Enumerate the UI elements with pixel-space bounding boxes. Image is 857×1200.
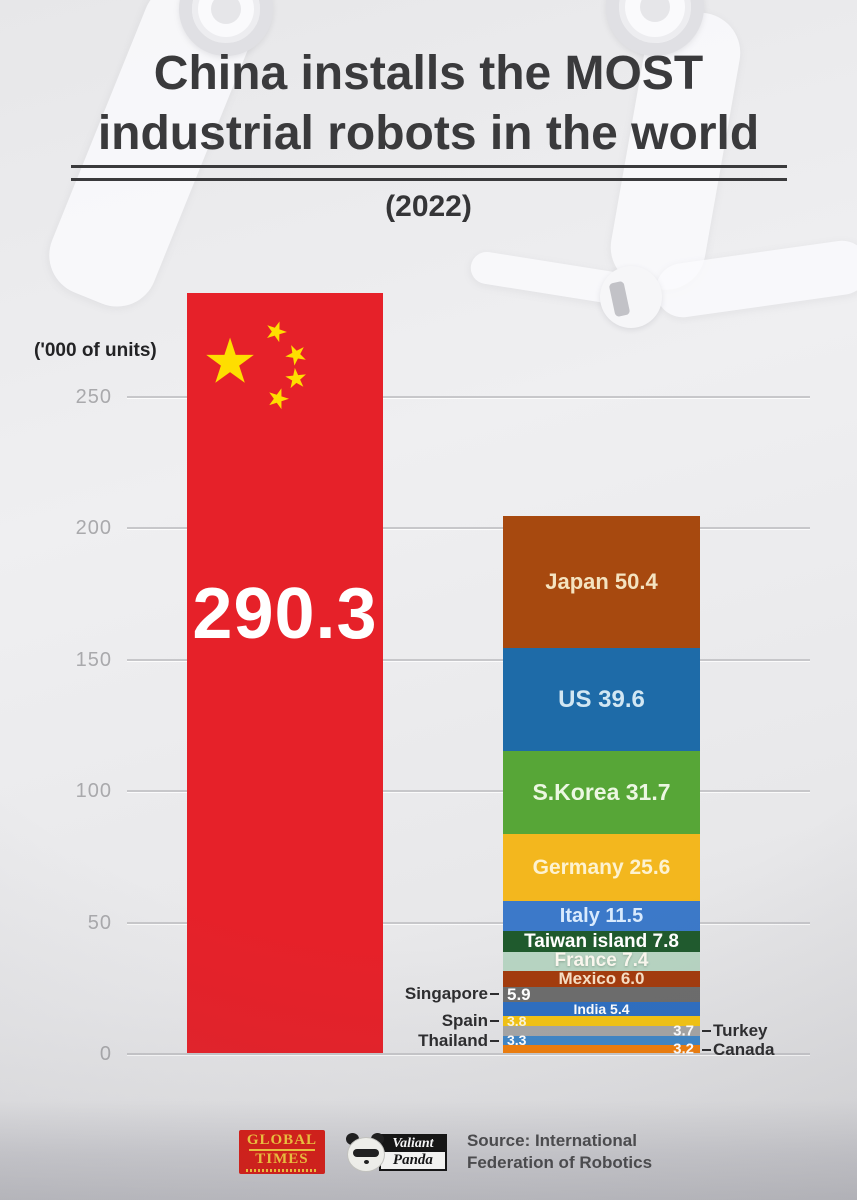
stack-segment-taiwan: Taiwan island 7.8 [503,930,700,952]
gridline [127,790,810,792]
axis-unit-label: ('000 of units) [34,340,157,361]
gridline [127,527,810,529]
title-underline [70,165,787,181]
stack-segment-singapore: 5.9 [503,984,700,1004]
segment-value: 5.9 [507,984,531,1004]
y-tick-label: 250 [75,386,112,408]
connector-dash [490,993,499,995]
stacked-bar: Japan 50.4 US 39.6 S.Korea 31.7 Germany … [503,515,700,1057]
title-line-1: China installs the MOST [153,47,704,100]
china-flag-small-star-icon: ★ [259,313,293,350]
footer: GLOBAL TIMES Valiant Panda Source: Inter… [0,1130,857,1174]
china-flag-big-star-icon: ★ [202,327,258,397]
y-tick-label: 100 [75,780,112,802]
china-value-label: 290.3 [192,574,378,655]
segment-label: Germany 25.6 [532,855,671,879]
title-line-2: industrial robots in the world [97,107,760,160]
label-turkey: Turkey [700,1021,768,1041]
stack-segment-germany: Germany 25.6 [503,834,700,902]
stack-segment-spain: 3.8 [503,1013,700,1030]
stack-segment-skorea: S.Korea 31.7 [503,751,700,835]
segment-value: 3.7 [673,1022,694,1040]
y-tick-label: 0 [99,1043,112,1065]
connector-dash [490,1020,499,1022]
segment-label: Japan 50.4 [545,568,658,594]
gridline [127,659,810,661]
page-title: China installs the MOST industrial robot… [0,44,857,164]
gridline-row-100: 100 [0,777,857,805]
segment-label: Mexico 6.0 [558,969,645,988]
stack-segment-japan: Japan 50.4 [503,515,700,648]
china-flag-small-star-icon: ★ [262,380,295,417]
connector-dash [702,1049,711,1051]
gridline [127,1053,810,1055]
robot-elbow-joint [600,266,662,328]
gridline-row-250: 250 [0,383,857,411]
y-tick-label: 50 [87,912,112,934]
panda-icon [345,1133,385,1172]
stack-segment-thailand: 3.3 [503,1032,700,1048]
global-times-word: TIMES [255,1150,309,1167]
source-attribution: Source: International Federation of Robo… [467,1130,652,1174]
global-times-word: GLOBAL [246,1131,318,1148]
china-bar: ★ ★ ★ ★ ★ 290.3 [187,293,383,1053]
segment-value: 3.2 [673,1040,694,1058]
segment-label: Taiwan island 7.8 [524,930,679,952]
segment-label: US 39.6 [558,685,645,713]
logo-strip [245,1168,318,1172]
stack-segment-france: France 7.4 [503,950,700,972]
stack-segment-canada: 3.2 [503,1040,700,1057]
valiant-panda-wordmark: Valiant Panda [378,1133,447,1171]
segment-value: 3.8 [507,1013,527,1030]
label-singapore: Singapore [405,984,501,1004]
stack-segment-mexico: Mexico 6.0 [503,969,700,988]
stack-segment-turkey: 3.7 [503,1023,700,1040]
source-line-1: Source: International [466,1131,637,1150]
label-spain: Spain [442,1011,501,1031]
logo-rule [248,1148,315,1151]
label-canada: Canada [700,1040,774,1060]
gridline-row-50: 50 [0,909,857,937]
source-line-2: Federation of Robotics [466,1153,653,1172]
gridline-row-200: 200 [0,514,857,542]
gridline-row-0: 0 [0,1040,857,1068]
segment-label: S.Korea 31.7 [532,779,671,806]
segment-label: France 7.4 [554,950,649,972]
gridline [127,396,810,398]
gridline [127,922,810,924]
global-times-logo: GLOBAL TIMES [238,1130,325,1174]
label-thailand: Thailand [418,1031,501,1051]
y-tick-label: 200 [75,517,112,539]
valiant-panda-logo: Valiant Panda [345,1133,447,1172]
subtitle-year: (2022) [385,190,472,223]
stack-segment-india: India 5.4 [503,1001,700,1018]
y-tick-label: 150 [75,649,112,671]
segment-label: India 5.4 [573,1001,630,1018]
connector-dash [702,1030,711,1032]
connector-dash [490,1040,499,1042]
segment-value: 3.3 [507,1032,527,1049]
gridline-row-150: 150 [0,646,857,674]
stack-segment-italy: Italy 11.5 [503,901,700,932]
segment-label: Italy 11.5 [559,904,644,927]
stack-segment-us: US 39.6 [503,647,700,752]
